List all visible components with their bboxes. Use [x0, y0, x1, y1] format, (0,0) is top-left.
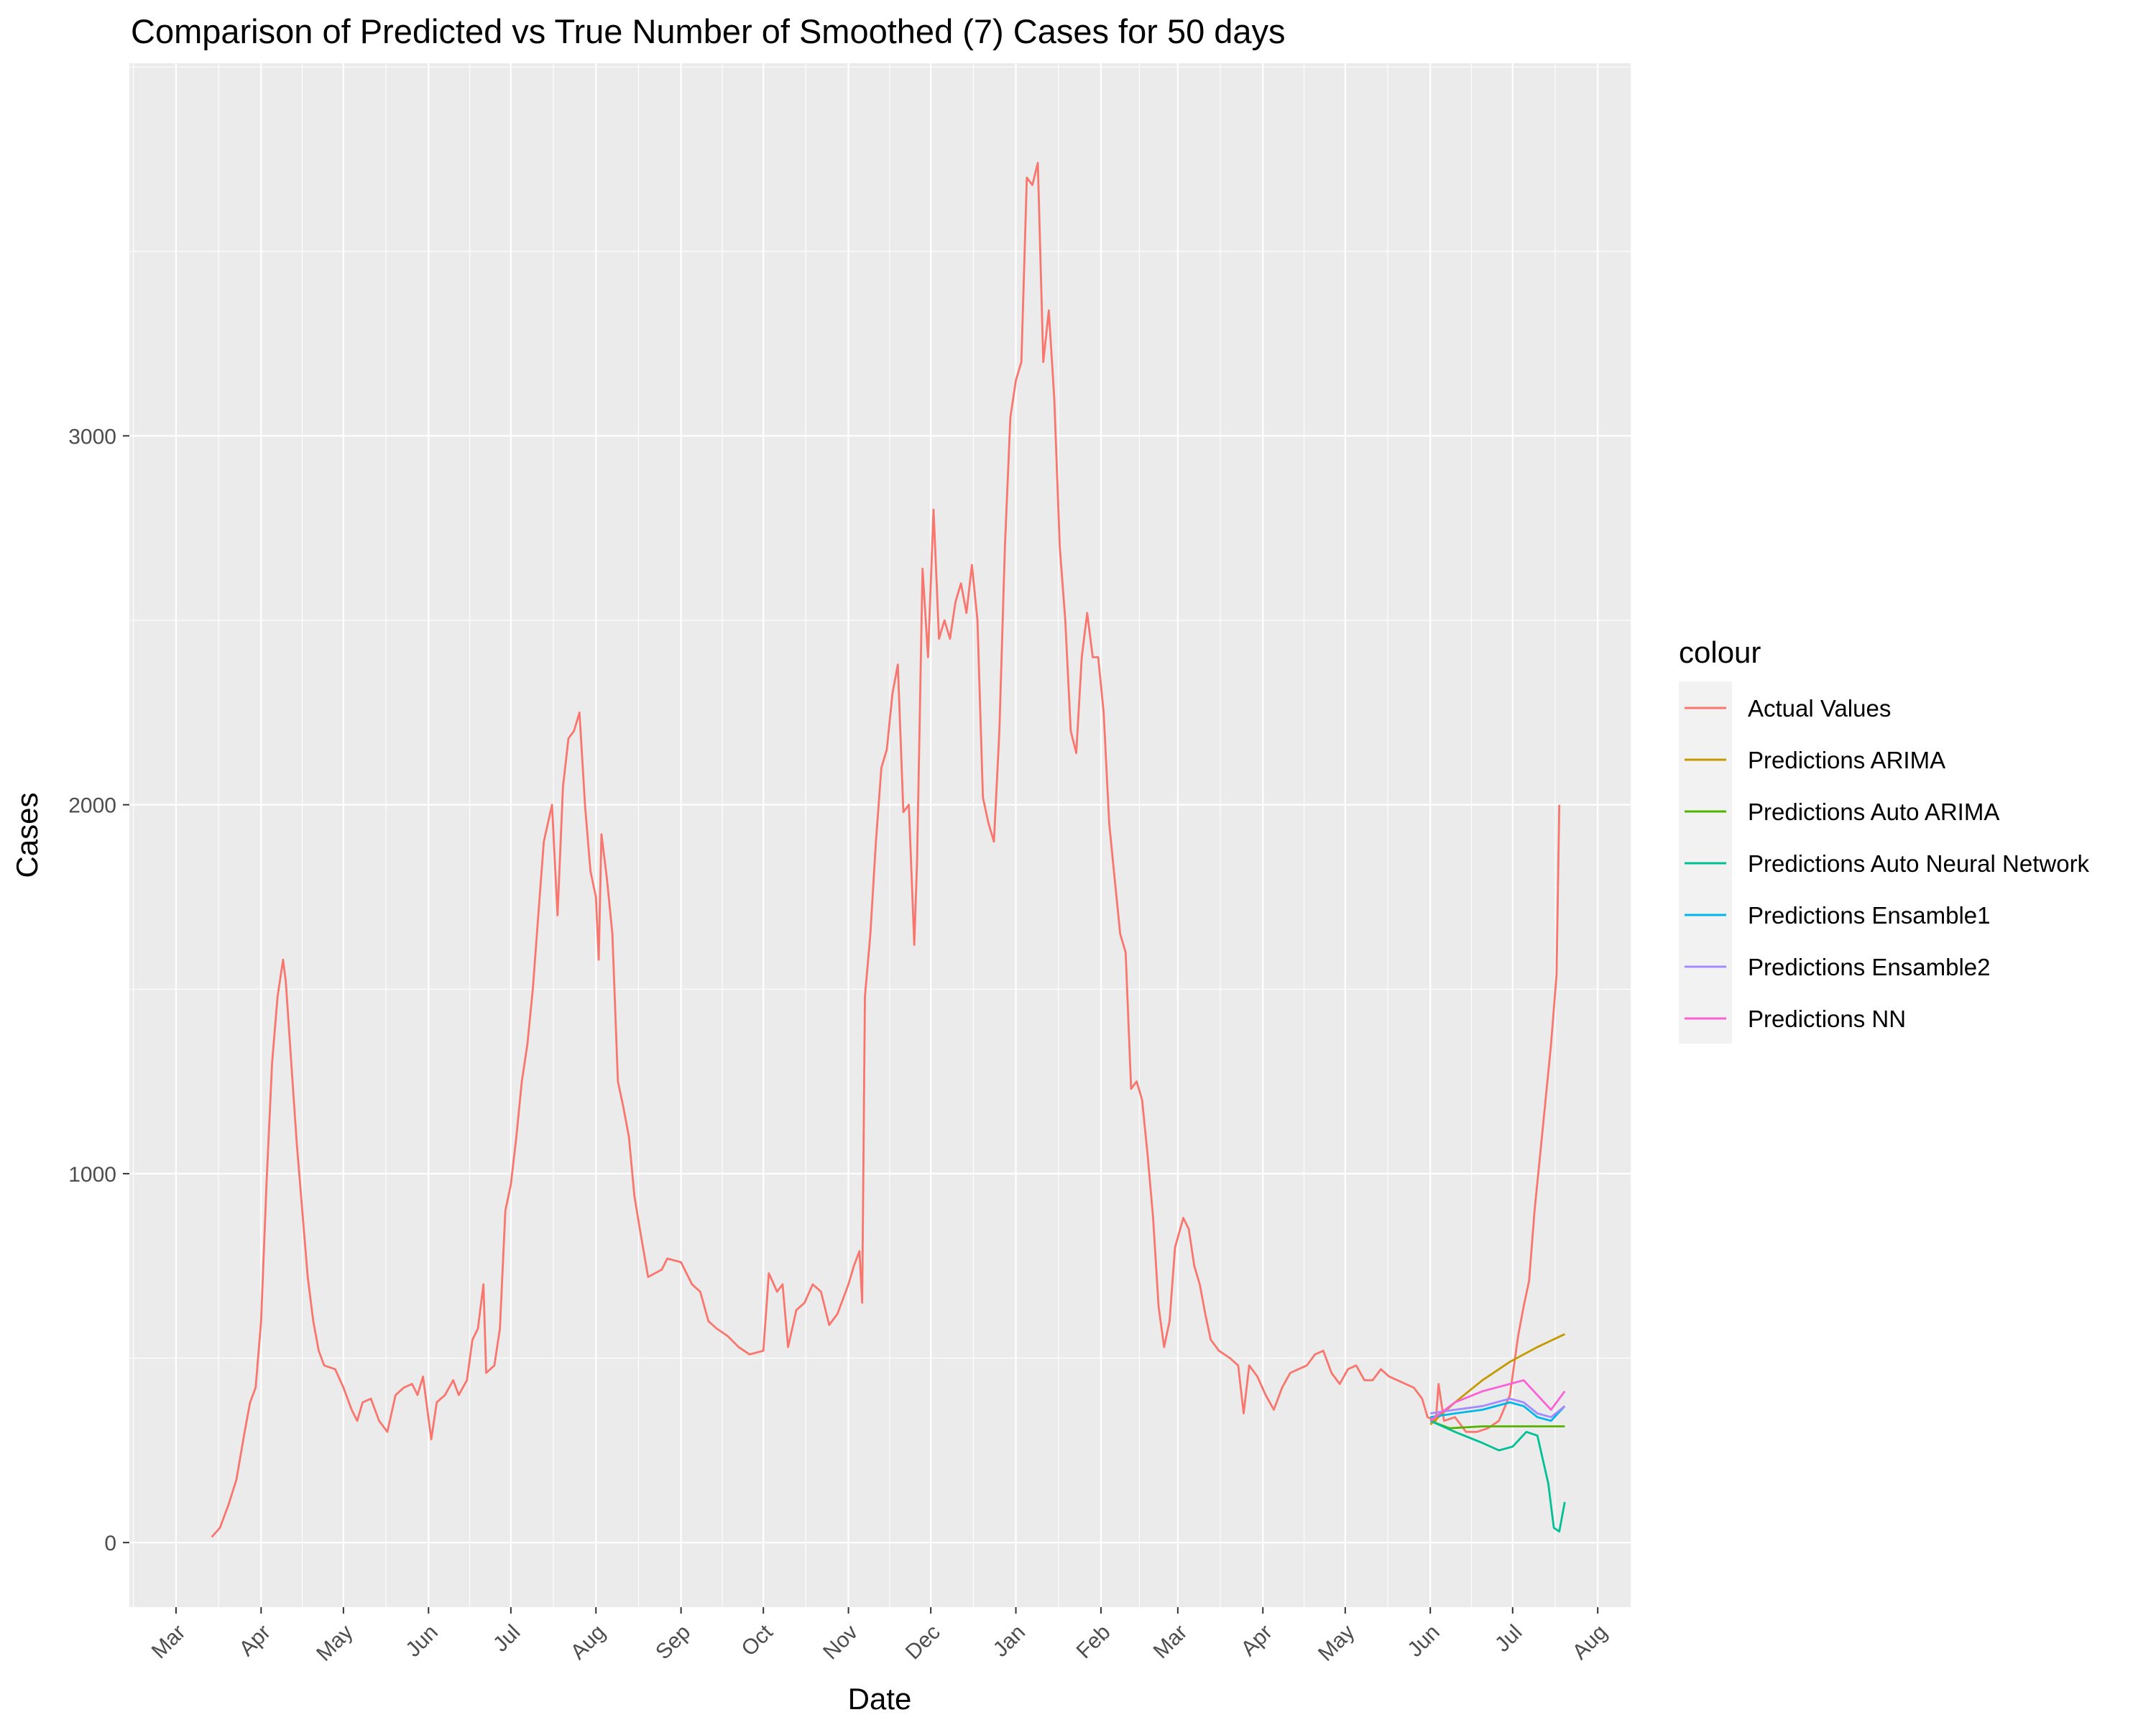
x-tick-label: Apr [235, 1620, 275, 1660]
x-tick-label: Jun [1403, 1620, 1445, 1662]
legend-label: Predictions Auto ARIMA [1748, 799, 1999, 825]
series-lines [211, 162, 1566, 1538]
x-axis-ticks: Mar Apr May Jun Jul Aug Sep Oct Nov Dec Jan Feb Mar A… [147, 1607, 1612, 1666]
y-axis-ticks: 0 1000 2000 3000 [68, 425, 129, 1555]
legend-label: Actual Values [1748, 695, 1891, 722]
x-tick-label: May [1314, 1620, 1359, 1665]
y-tick-label: 2000 [68, 794, 116, 818]
y-tick-label: 0 [104, 1532, 116, 1555]
x-tick-label: Dec [901, 1620, 945, 1664]
major-gridlines [129, 63, 1631, 1607]
x-tick-label: Jan [989, 1620, 1031, 1662]
x-tick-label: Mar [147, 1620, 190, 1663]
x-tick-label: Oct [737, 1620, 778, 1661]
y-axis-title: Cases [10, 792, 44, 878]
legend: colour Actual Values Predictions ARIMA Pre… [1679, 635, 2090, 1044]
x-tick-label: Jun [401, 1620, 443, 1662]
x-axis-title: Date [848, 1682, 912, 1716]
legend-label: Predictions Auto Neural Network [1748, 850, 2090, 877]
series-line-actual-values [211, 162, 1561, 1538]
minor-gridlines [129, 63, 1631, 1607]
chart-title: Comparison of Predicted vs True Number o… [131, 12, 1286, 50]
legend-label: Predictions Ensamble1 [1748, 902, 1991, 929]
legend-label: Predictions ARIMA [1748, 747, 1945, 773]
series-line-predictions-ensamble2 [1429, 1397, 1566, 1419]
x-tick-label: Aug [1568, 1620, 1612, 1664]
series-line-predictions-ensamble1 [1429, 1401, 1566, 1422]
x-tick-label: Nov [819, 1620, 862, 1664]
x-tick-label: Sep [651, 1620, 695, 1664]
legend-items: Actual Values Predictions ARIMA Prediction… [1685, 695, 2090, 1032]
legend-label: Predictions Ensamble2 [1748, 954, 1991, 980]
x-tick-label: Apr [1237, 1620, 1277, 1660]
x-tick-label: May [312, 1620, 357, 1665]
x-tick-label: Mar [1149, 1620, 1192, 1663]
x-tick-label: Jul [489, 1620, 525, 1656]
plot-panel [129, 63, 1631, 1607]
x-tick-label: Feb [1072, 1620, 1115, 1663]
x-tick-label: Jul [1491, 1620, 1526, 1656]
y-tick-label: 3000 [68, 425, 116, 448]
series-line-predictions-auto-neural-network [1429, 1420, 1566, 1533]
x-tick-label: Aug [566, 1620, 610, 1664]
legend-title: colour [1679, 635, 1761, 669]
series-line-predictions-nn [1429, 1379, 1566, 1422]
y-tick-label: 1000 [68, 1163, 116, 1187]
legend-label: Predictions NN [1748, 1006, 1906, 1032]
